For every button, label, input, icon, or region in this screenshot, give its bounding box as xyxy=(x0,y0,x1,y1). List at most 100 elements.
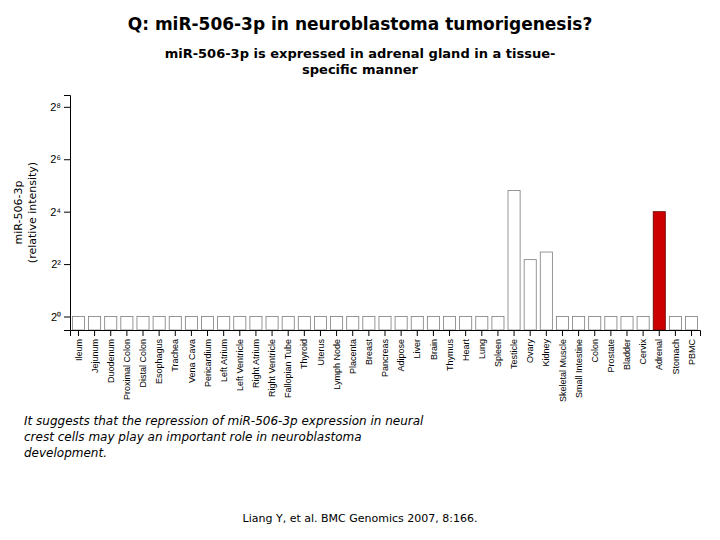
bar xyxy=(153,317,165,330)
bar xyxy=(218,317,230,330)
x-tick-label: Pancreas xyxy=(380,339,390,378)
plot: IleumJejunumDuodenumProximal ColonDistal… xyxy=(50,96,700,403)
bar xyxy=(72,317,84,330)
x-tick: Lymph Node xyxy=(332,330,342,390)
y-axis: 2⁰2²2⁴2⁶2⁸ xyxy=(50,96,70,331)
bar xyxy=(89,317,101,330)
bar xyxy=(540,252,552,330)
x-tick-label: Colon xyxy=(590,339,600,363)
x-tick-mark xyxy=(288,330,289,336)
x-tick-label: Uterus xyxy=(316,339,326,366)
x-tick-mark xyxy=(191,330,192,336)
x-tick-label: Esophagus xyxy=(154,339,164,385)
x-tick: Prostate xyxy=(606,330,616,373)
x-tick: Colon xyxy=(590,330,600,363)
x-tick-label: Vena Cava xyxy=(187,339,197,383)
x-tick: Fallopian Tube xyxy=(283,330,293,398)
y-tick: 2⁸ xyxy=(50,101,70,113)
x-tick-mark xyxy=(126,330,127,336)
x-tick-mark xyxy=(578,330,579,336)
y-axis-line xyxy=(64,96,71,331)
y-tick-mark xyxy=(64,317,70,318)
bar xyxy=(637,317,649,330)
x-tick: Distal Colon xyxy=(138,330,148,388)
x-tick-mark xyxy=(78,330,79,336)
x-tick-label: Liver xyxy=(412,339,422,359)
x-tick-label: Kidney xyxy=(541,339,551,367)
x-tick-mark xyxy=(239,330,240,336)
x-tick-mark xyxy=(175,330,176,336)
x-tick: Left Ventricle xyxy=(235,330,245,391)
bar xyxy=(556,317,568,330)
x-tick-mark xyxy=(626,330,627,336)
x-tick-label: Trachea xyxy=(170,339,180,372)
text-line: specific manner xyxy=(302,62,419,77)
x-tick-label: Testicle xyxy=(509,339,519,369)
x-tick: Thyroid xyxy=(299,330,309,369)
bar xyxy=(266,317,278,330)
x-tick: Cervix xyxy=(638,330,648,365)
x-tick-label: Lymph Node xyxy=(332,339,342,390)
x-tick-label: Adrenal xyxy=(654,339,664,370)
bar xyxy=(427,317,439,330)
bar xyxy=(105,317,117,330)
x-tick-label: Bladder xyxy=(622,339,632,370)
bar xyxy=(331,317,343,330)
y-tick-label: 2⁴ xyxy=(50,206,61,218)
x-tick: Breast xyxy=(364,330,374,365)
x-tick: Brain xyxy=(429,330,439,360)
x-tick-label: Ovary xyxy=(525,339,535,364)
subtitle: miR-506-3p is expressed in adrenal gland… xyxy=(165,46,556,77)
x-tick: Heart xyxy=(461,330,471,361)
x-tick: Pericardium xyxy=(203,330,213,387)
text-line: It suggests that the repression of miR-5… xyxy=(24,414,424,428)
x-tick: Ovary xyxy=(525,330,535,363)
x-axis-line xyxy=(71,331,701,337)
x-tick-mark xyxy=(336,330,337,336)
y-tick-label: 2⁶ xyxy=(50,153,61,165)
x-tick-label: Stomach xyxy=(671,339,681,375)
x-tick-label: Left Atrium xyxy=(219,339,229,382)
x-tick-label: Thymus xyxy=(445,339,455,372)
x-tick-label: Right Ventricle xyxy=(267,339,277,397)
x-tick: PBMC xyxy=(687,330,697,365)
x-tick-label: Right Atrium xyxy=(251,339,261,388)
x-tick: Kidney xyxy=(541,330,551,367)
bar xyxy=(685,317,697,330)
x-tick: Adipose xyxy=(396,330,406,372)
x-tick: Skeletal Muscle xyxy=(558,330,568,402)
chart: Q: miR-506-3p in neuroblastoma tumorigen… xyxy=(0,0,720,540)
x-tick-mark xyxy=(94,330,95,336)
bar xyxy=(234,317,246,330)
text-line: crest cells may play an important role i… xyxy=(24,430,362,444)
bar xyxy=(282,317,294,330)
bar xyxy=(653,212,665,330)
x-tick: Vena Cava xyxy=(187,330,197,383)
bar xyxy=(201,317,213,330)
x-tick: Bladder xyxy=(622,330,632,370)
x-tick-mark xyxy=(659,330,660,336)
x-tick-mark xyxy=(562,330,563,336)
bar xyxy=(476,317,488,330)
x-tick: Left Atrium xyxy=(219,330,229,382)
x-tick: Ileum xyxy=(74,330,84,361)
x-tick: Jejunum xyxy=(90,330,100,373)
x-tick: Liver xyxy=(412,330,422,359)
x-tick: Right Atrium xyxy=(251,330,261,388)
bar xyxy=(137,317,149,330)
x-tick: Placenta xyxy=(348,330,358,374)
x-tick-mark xyxy=(272,330,273,336)
bar xyxy=(298,317,310,330)
y-tick-mark xyxy=(64,264,70,265)
x-tick: Duodenum xyxy=(106,330,116,383)
x-tick-mark xyxy=(530,330,531,336)
x-tick-mark xyxy=(320,330,321,336)
y-tick-mark xyxy=(64,212,70,213)
x-tick: Pancreas xyxy=(380,330,390,377)
x-tick-label: Distal Colon xyxy=(138,339,148,388)
x-tick-mark xyxy=(110,330,111,336)
x-tick-mark xyxy=(643,330,644,336)
x-tick-label: Left Ventricle xyxy=(235,339,245,391)
bar xyxy=(411,317,423,330)
x-tick-mark xyxy=(433,330,434,336)
